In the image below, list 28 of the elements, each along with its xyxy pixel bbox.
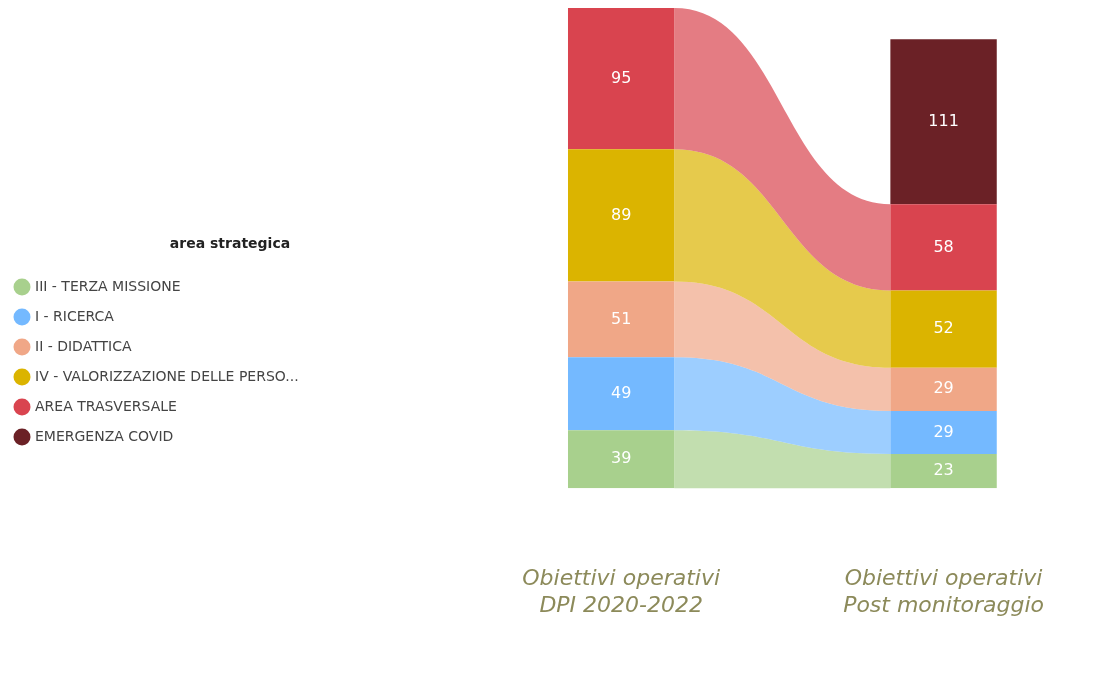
data-label: 39 bbox=[611, 448, 632, 468]
x-tick-label: Obiettivi operativi DPI 2020-2022 bbox=[522, 565, 721, 617]
data-label: 111 bbox=[928, 110, 959, 130]
bar bbox=[890, 367, 997, 411]
data-label: 29 bbox=[933, 378, 954, 398]
data-label: 58 bbox=[933, 236, 954, 256]
data-label: 29 bbox=[933, 421, 954, 441]
legend-label: II - DIDATTICA bbox=[35, 337, 132, 354]
legend-label: I - RICERCA bbox=[35, 307, 115, 324]
legend-label: AREA TRASVERSALE bbox=[35, 397, 177, 414]
x-tick-label: Obiettivi operativi Post monitoraggio bbox=[843, 565, 1044, 617]
data-label: 89 bbox=[611, 204, 632, 224]
data-label: 49 bbox=[611, 382, 632, 402]
bar bbox=[890, 39, 997, 205]
bar bbox=[568, 8, 675, 150]
legend-label: EMERGENZA COVID bbox=[35, 427, 174, 444]
data-label: 52 bbox=[933, 318, 954, 338]
bar bbox=[568, 149, 675, 282]
bar bbox=[890, 204, 997, 291]
legend-label: III - TERZA MISSIONE bbox=[35, 277, 181, 294]
bar bbox=[568, 281, 675, 358]
data-label: 51 bbox=[611, 308, 632, 328]
data-label: 95 bbox=[611, 67, 632, 87]
bar bbox=[890, 454, 997, 489]
legend-label: IV - VALORIZZAZIONE DELLE PERSO... bbox=[35, 367, 299, 384]
bar bbox=[890, 290, 997, 368]
legend-title: area strategica bbox=[169, 234, 291, 251]
data-label: 23 bbox=[933, 460, 954, 480]
